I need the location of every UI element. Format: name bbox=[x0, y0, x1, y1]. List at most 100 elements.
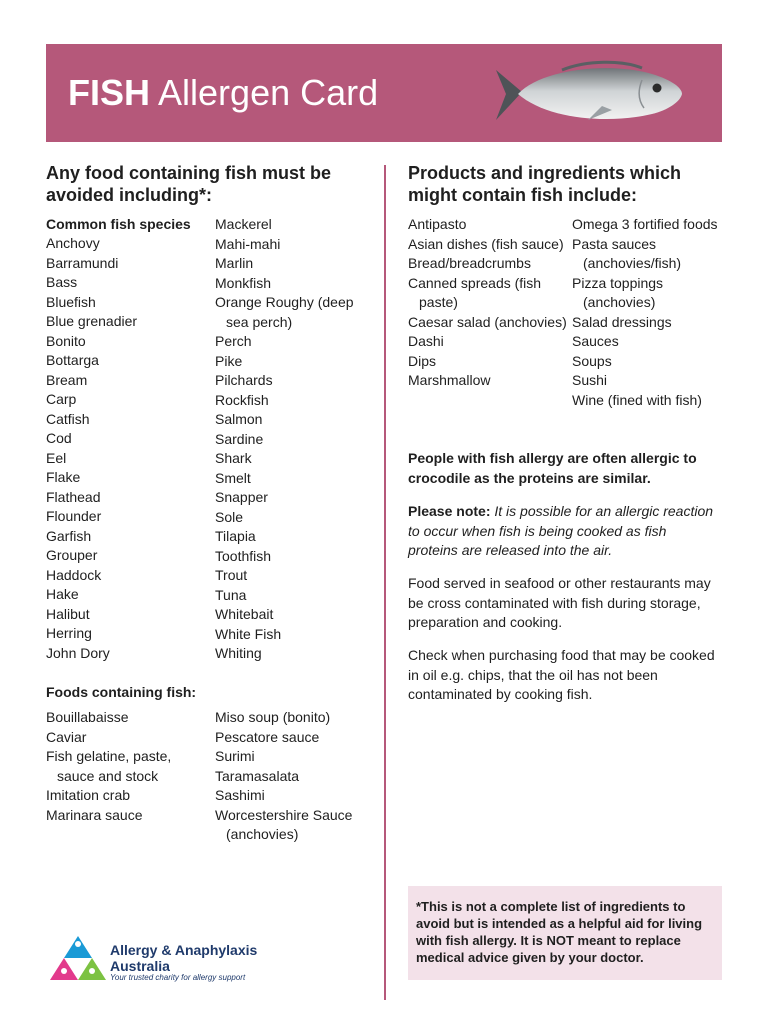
product-item: Sauces bbox=[572, 333, 619, 349]
fish-species-item: Flake bbox=[46, 469, 81, 485]
foods-list-col2: Miso soup (bonito) Pescatore sauce Surimi T… bbox=[215, 708, 375, 845]
fish-species-item: Blue grenadier bbox=[46, 313, 138, 329]
fish-food-item: Sashimi bbox=[215, 787, 265, 803]
products-list-col2: Omega 3 fortified foods Pasta sauces (anc… bbox=[572, 215, 722, 410]
fish-species-item: Whiting bbox=[215, 645, 262, 661]
fish-species-item: Trout bbox=[215, 567, 248, 583]
fish-species-item: Eel bbox=[46, 449, 67, 466]
right-heading: Products and ingredients which might con… bbox=[408, 163, 682, 205]
product-item: Dashi bbox=[408, 333, 444, 349]
organization-logo: Allergy & Anaphylaxis Australia Your tru… bbox=[50, 934, 290, 984]
fish-food-item: Miso soup (bonito) bbox=[215, 709, 331, 725]
fish-species-item: Smelt bbox=[215, 469, 251, 486]
fish-species-item: Garfish bbox=[46, 527, 92, 544]
title-rest: Allergen Card bbox=[158, 72, 379, 113]
logo-name-line1: Allergy & Anaphylaxis bbox=[110, 942, 258, 958]
product-item: Dips bbox=[408, 352, 437, 369]
fish-species-item: Whitebait bbox=[215, 606, 274, 622]
logo-name-line2: Australia bbox=[110, 958, 170, 974]
fish-species-item: Perch bbox=[215, 333, 252, 349]
fish-species-item: Pike bbox=[215, 352, 243, 369]
fish-species-item: Mahi-mahi bbox=[215, 235, 281, 252]
product-item: Salad dressings bbox=[572, 313, 672, 330]
fish-species-item: Anchovy bbox=[46, 235, 100, 251]
fish-species-item: Pilchards bbox=[215, 372, 273, 388]
fish-species-item: Bluefish bbox=[46, 293, 96, 310]
product-item: Caesar salad (anchovies) bbox=[408, 313, 567, 330]
fish-species-item: Rockfish bbox=[215, 391, 269, 408]
fish-species-item: Carp bbox=[46, 391, 77, 407]
product-item: Wine (fined with fish) bbox=[572, 391, 702, 408]
disclaimer-box: *This is not a complete list of ingredie… bbox=[408, 886, 722, 980]
fish-species-item: Snapper bbox=[215, 489, 268, 505]
fish-species-item: Bass bbox=[46, 274, 78, 290]
product-item: Asian dishes (fish sauce) bbox=[408, 235, 564, 252]
fish-species-item: Bream bbox=[46, 371, 88, 388]
fish-species-item: Bonito bbox=[46, 332, 86, 349]
disclaimer-text: *This is not a complete list of ingredie… bbox=[416, 899, 703, 965]
crocodile-warning: People with fish allergy are often aller… bbox=[408, 449, 718, 488]
fish-species-item: Catfish bbox=[46, 410, 90, 427]
please-note: Please note: It is possible for an aller… bbox=[408, 502, 718, 561]
fish-species-item: John Dory bbox=[46, 644, 110, 661]
fish-food-item: Worcestershire Sauce (anchovies) bbox=[215, 806, 353, 843]
product-item: Sushi bbox=[572, 372, 608, 388]
product-item: Pasta sauces (anchovies/fish) bbox=[572, 235, 682, 272]
fish-species-item: White Fish bbox=[215, 625, 282, 642]
species-list-col1: Anchovy Barramundi Bass Bluefish Blue grenad… bbox=[46, 234, 206, 663]
logo-name: Allergy & Anaphylaxis Australia bbox=[110, 942, 257, 974]
products-list-col1: Antipasto Asian dishes (fish sauce) Bread/… bbox=[408, 215, 568, 391]
species-heading: Common fish species bbox=[46, 216, 191, 232]
fish-species-item: Toothfish bbox=[215, 547, 272, 564]
fish-species-item: Flathead bbox=[46, 488, 101, 505]
column-divider bbox=[384, 165, 386, 1000]
crocodile-text: People with fish allergy are often aller… bbox=[408, 450, 697, 486]
fish-food-item: Caviar bbox=[46, 728, 87, 745]
left-heading: Any food containing fish must be avoided… bbox=[46, 163, 331, 205]
fish-species-item: Grouper bbox=[46, 547, 98, 563]
fish-species-item: Haddock bbox=[46, 566, 102, 583]
fish-species-item: Tilapia bbox=[215, 528, 256, 544]
product-item: Canned spreads (fish paste) bbox=[408, 274, 542, 311]
fish-photo bbox=[496, 60, 682, 120]
note-label: Please note: bbox=[408, 503, 491, 519]
fish-species-item: Barramundi bbox=[46, 254, 119, 271]
check-oil-text: Check when purchasing food that may be c… bbox=[408, 647, 715, 702]
fish-species-item: Bottarga bbox=[46, 352, 99, 368]
product-item: Pizza toppings (anchovies) bbox=[572, 274, 664, 311]
fish-species-item: Mackerel bbox=[215, 216, 272, 232]
fish-species-item: Monkfish bbox=[215, 274, 272, 291]
logo-mark-icon bbox=[50, 936, 106, 980]
foods-list-col1: Bouillabaisse Caviar Fish gelatine, paste,… bbox=[46, 708, 211, 825]
fish-species-item: Sole bbox=[215, 508, 244, 525]
fish-species-item: Hake bbox=[46, 586, 79, 602]
fish-species-item: Orange Roughy (deep sea perch) bbox=[215, 294, 354, 330]
fish-food-item: Taramasalata bbox=[215, 767, 300, 784]
fish-species-item: Herring bbox=[46, 625, 92, 641]
fish-species-item: Sardine bbox=[215, 430, 264, 447]
product-item: Marshmallow bbox=[408, 372, 491, 388]
fish-species-item: Cod bbox=[46, 430, 72, 446]
product-item: Antipasto bbox=[408, 216, 467, 232]
cross-contamination-text: Food served in seafood or other restaura… bbox=[408, 575, 711, 630]
product-item: Soups bbox=[572, 352, 612, 369]
fish-food-item: Surimi bbox=[215, 748, 255, 764]
header-banner: FISH Allergen Card bbox=[46, 44, 722, 142]
fish-food-item: Imitation crab bbox=[46, 787, 131, 803]
fish-species-item: Shark bbox=[215, 450, 252, 466]
product-item: Omega 3 fortified foods bbox=[572, 216, 718, 232]
fish-species-item: Flounder bbox=[46, 508, 102, 524]
fish-species-item: Salmon bbox=[215, 411, 263, 427]
fish-species-item: Halibut bbox=[46, 605, 90, 622]
fish-food-item: Marinara sauce bbox=[46, 806, 143, 823]
foods-heading: Foods containing fish: bbox=[46, 684, 197, 700]
note-text: It is possible for an allergic reaction … bbox=[408, 503, 714, 558]
fish-food-item: Fish gelatine, paste, sauce and stock bbox=[46, 748, 172, 784]
fish-food-item: Pescatore sauce bbox=[215, 728, 320, 745]
fish-species-item: Marlin bbox=[215, 255, 254, 271]
fish-species-item: Tuna bbox=[215, 586, 247, 603]
fish-food-item: Bouillabaisse bbox=[46, 709, 129, 725]
logo-tagline: Your trusted charity for allergy support bbox=[110, 973, 246, 982]
title-bold: FISH bbox=[68, 72, 151, 113]
product-item: Bread/breadcrumbs bbox=[408, 255, 531, 271]
